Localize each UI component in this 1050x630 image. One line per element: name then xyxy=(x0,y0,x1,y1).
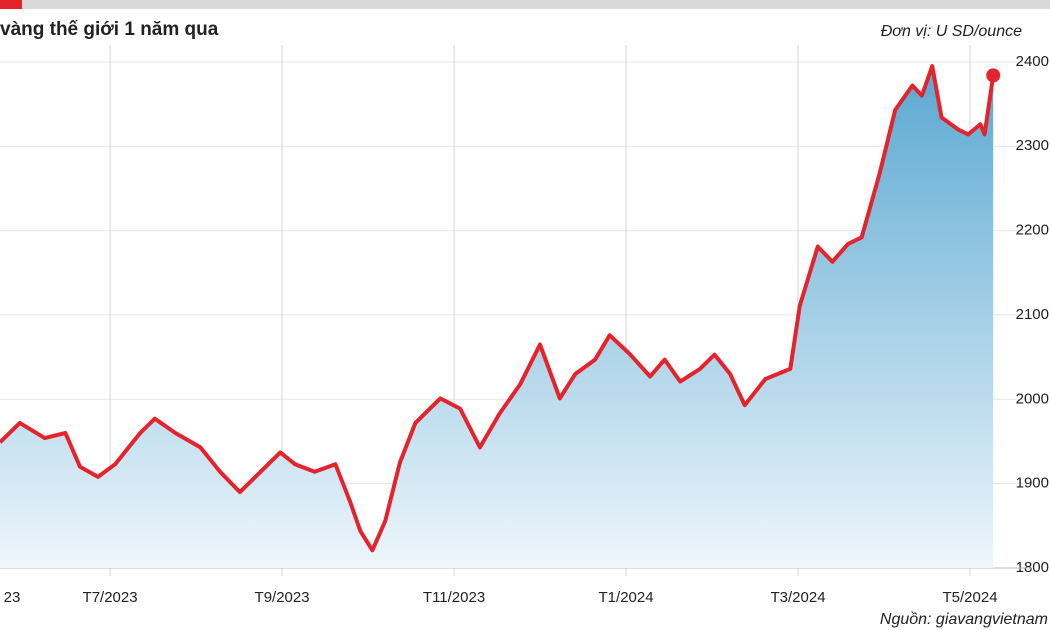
x-tick-label: 23 xyxy=(4,589,21,606)
area-fill xyxy=(0,66,994,568)
y-tick-label: 1800 xyxy=(1016,559,1049,576)
chart-title: vàng thế giới 1 năm qua xyxy=(0,19,219,40)
top-accent xyxy=(0,0,22,9)
unit-note: Đơn vị: U SD/ounce xyxy=(881,23,1022,40)
y-tick-label: 2300 xyxy=(1016,137,1049,154)
y-tick-label: 1900 xyxy=(1016,475,1049,492)
y-tick-label: 2000 xyxy=(1016,390,1049,407)
source-note: Nguồn: giavangvietnam xyxy=(880,611,1048,628)
top-bar xyxy=(0,0,1050,9)
price-line xyxy=(0,64,996,553)
y-tick-label: 2100 xyxy=(1016,306,1049,323)
y-tick-label: 2200 xyxy=(1016,222,1049,239)
x-tick-label: T9/2023 xyxy=(255,589,310,606)
x-tick-label: T11/2023 xyxy=(423,589,485,606)
x-tick-label: T3/2024 xyxy=(771,589,826,606)
x-tick-label: T7/2023 xyxy=(83,589,138,606)
end-dot xyxy=(986,68,1001,83)
x-tick-label: T1/2024 xyxy=(599,589,654,606)
x-tick-label: T5/2024 xyxy=(943,589,998,606)
y-tick-label: 2400 xyxy=(1016,53,1049,70)
